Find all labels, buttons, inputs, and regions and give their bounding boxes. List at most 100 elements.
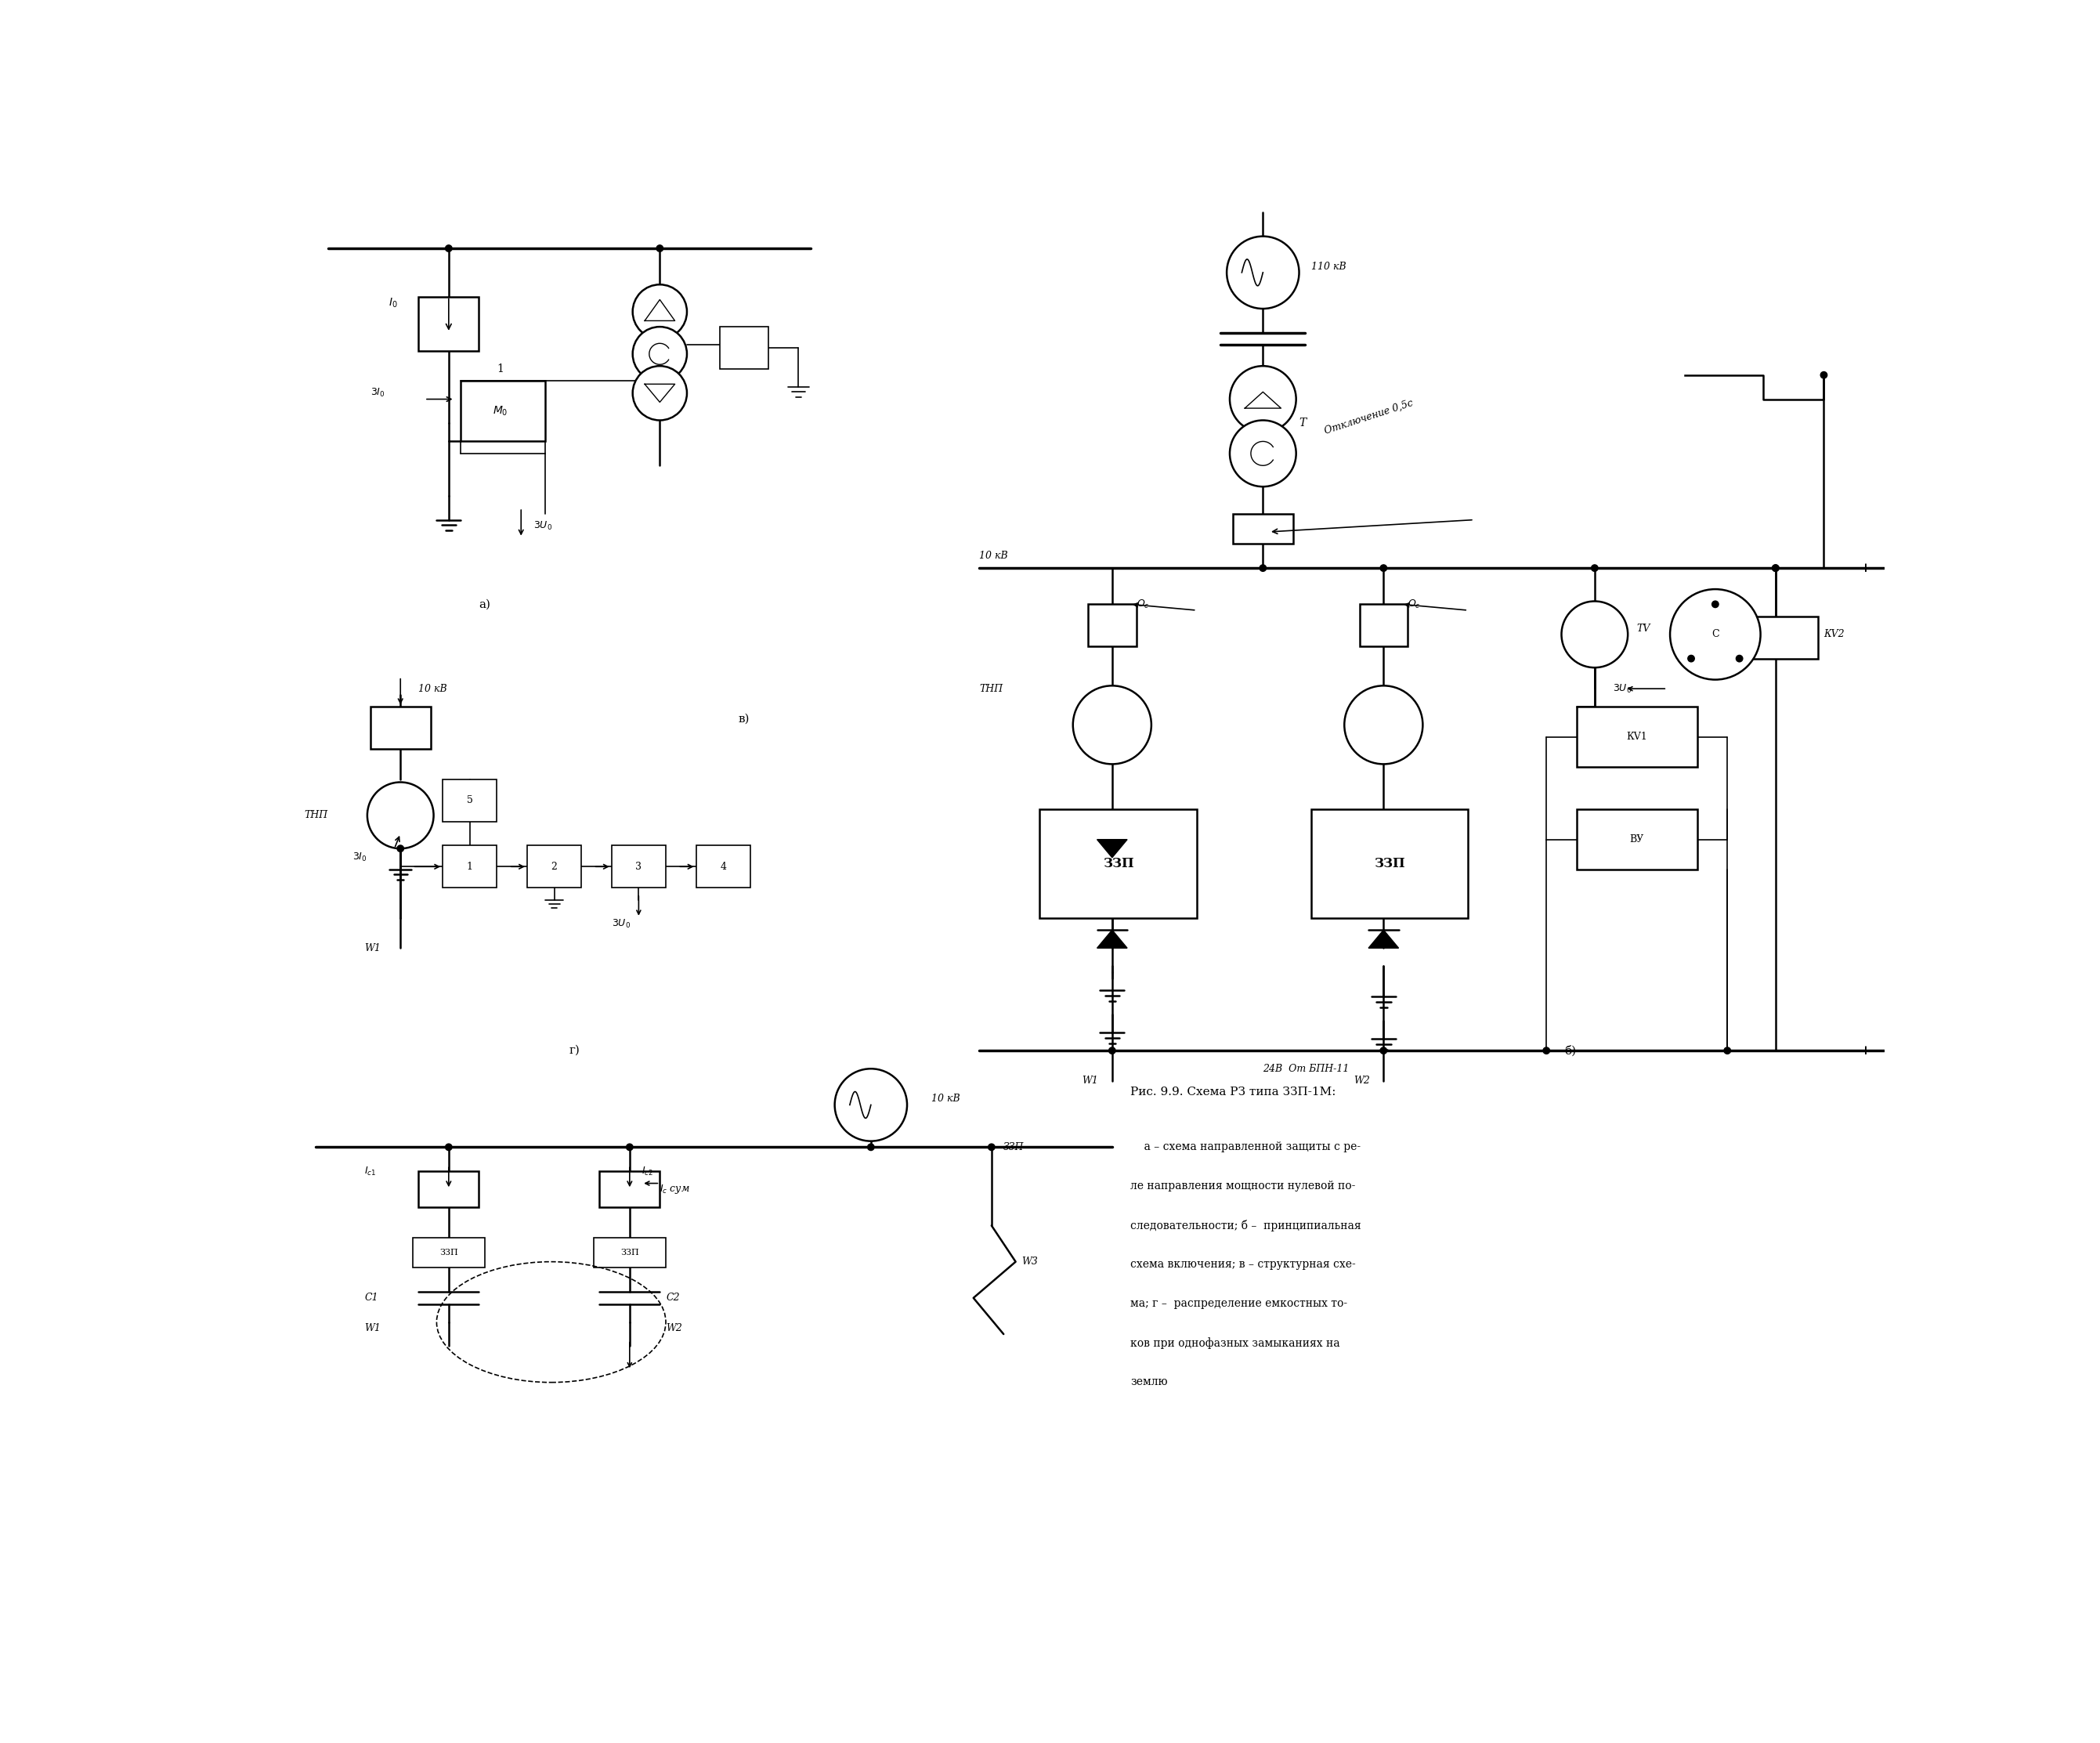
Bar [1088,605,1136,647]
Polygon shape [1369,931,1399,948]
Text: 10 кВ: 10 кВ [979,551,1008,561]
Text: ЗЗП: ЗЗП [439,1248,458,1257]
Text: а): а) [479,600,491,610]
Text: $O_c$: $O_c$ [1407,598,1420,610]
Circle shape [1260,565,1266,572]
Text: $I_0$: $I_0$ [388,296,397,309]
Text: 5: 5 [466,795,473,805]
Text: КV1: КV1 [1625,732,1646,743]
Bar [720,326,769,370]
Bar [1577,809,1697,870]
Text: 10 кВ: 10 кВ [930,1095,960,1103]
Text: 1: 1 [466,861,473,871]
Bar [1745,617,1819,659]
Bar [611,845,666,887]
Circle shape [1380,1048,1386,1055]
Text: $3U_0$: $3U_0$ [611,919,630,929]
Text: W1: W1 [1082,1075,1098,1086]
Text: $M_0$: $M_0$ [491,404,508,418]
Text: КV2: КV2 [1823,629,1844,640]
Circle shape [1231,420,1296,486]
Circle shape [445,246,452,251]
Bar [1577,708,1697,767]
Text: а – схема направленной защиты с ре-: а – схема направленной защиты с ре- [1130,1142,1361,1152]
Text: Отключение 0,5с: Отключение 0,5с [1323,397,1415,436]
Text: 1: 1 [498,364,504,375]
Circle shape [1737,655,1743,662]
Text: Т: Т [1300,418,1306,429]
Text: ТНП: ТНП [979,683,1004,694]
Circle shape [1344,685,1424,763]
Text: 2: 2 [550,861,556,871]
Bar [418,296,479,350]
Text: ВУ: ВУ [1630,835,1644,845]
Text: в): в) [739,713,750,725]
Text: 10 кВ: 10 кВ [418,683,447,694]
Bar [370,708,431,749]
Text: следовательности; б –  принципиальная: следовательности; б – принципиальная [1130,1220,1361,1231]
Text: 24В  От БПН-11: 24В От БПН-11 [1262,1063,1350,1074]
Circle shape [368,783,433,849]
Polygon shape [1096,840,1128,858]
Text: C: C [1712,629,1720,640]
Circle shape [397,845,403,852]
Bar [1233,514,1294,544]
Circle shape [867,1143,874,1150]
Text: $3U_0$: $3U_0$ [1613,683,1632,695]
Text: ЗЗП: ЗЗП [1373,858,1405,870]
Text: схема включения; в – структурная схе-: схема включения; в – структурная схе- [1130,1258,1357,1269]
Text: $3U_0$: $3U_0$ [533,519,552,532]
Circle shape [632,284,687,338]
Circle shape [1772,565,1779,572]
Text: г): г) [569,1046,580,1056]
Circle shape [989,1143,995,1150]
Text: ле направления мощности нулевой по-: ле направления мощности нулевой по- [1130,1180,1355,1190]
Circle shape [1226,237,1300,309]
Text: C1: C1 [363,1293,378,1304]
Bar [418,1171,479,1208]
Bar [527,845,582,887]
Text: W2: W2 [666,1323,683,1333]
Bar [1310,809,1468,919]
Text: ков при однофазных замыканиях на: ков при однофазных замыканиях на [1130,1337,1340,1349]
Text: TV: TV [1636,624,1651,633]
Text: ма; г –  распределение емкостных то-: ма; г – распределение емкостных то- [1130,1299,1348,1309]
Circle shape [1231,366,1296,432]
Bar [412,1238,485,1267]
Circle shape [445,1143,452,1150]
Text: $3I_0$: $3I_0$ [353,852,368,863]
Text: 110 кВ: 110 кВ [1310,261,1346,272]
Circle shape [1073,685,1151,763]
Bar [594,1238,666,1267]
Circle shape [1688,655,1695,662]
Text: $I_{c2}$: $I_{c2}$ [643,1166,653,1177]
Circle shape [657,246,664,251]
Text: $O_c$: $O_c$ [1136,598,1149,610]
Circle shape [1821,371,1827,378]
Circle shape [1772,565,1779,572]
Circle shape [632,326,687,382]
Text: ЗЗП: ЗЗП [1004,1142,1025,1152]
Circle shape [1592,565,1598,572]
Text: ТНП: ТНП [304,810,328,821]
Text: +: + [1861,561,1871,575]
Bar [1040,809,1197,919]
Text: б): б) [1564,1046,1577,1056]
Circle shape [1544,1048,1550,1055]
Circle shape [632,366,687,420]
Bar [695,845,750,887]
Text: Рис. 9.9. Схема РЗ типа ЗЗП-1М:: Рис. 9.9. Схема РЗ типа ЗЗП-1М: [1130,1088,1336,1098]
Polygon shape [1096,931,1128,948]
Bar [460,382,546,441]
Text: W2: W2 [1352,1075,1369,1086]
Circle shape [834,1068,907,1142]
Text: W3: W3 [1023,1257,1037,1267]
Text: ЗЗП: ЗЗП [620,1248,638,1257]
Text: $I_c$ сум: $I_c$ сум [659,1183,691,1196]
Text: +: + [1861,1044,1871,1058]
Circle shape [1712,601,1718,608]
Circle shape [1380,565,1386,572]
Text: $3I_0$: $3I_0$ [370,387,384,399]
Bar [1359,605,1407,647]
Circle shape [1724,1048,1730,1055]
